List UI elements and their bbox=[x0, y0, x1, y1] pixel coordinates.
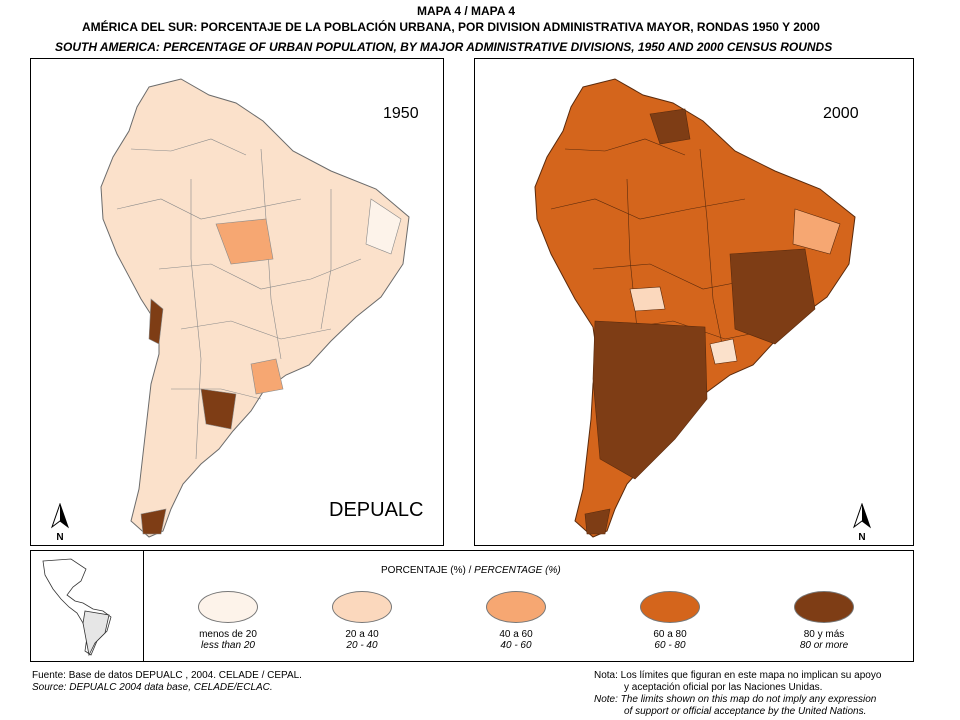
legend-item-20-40: 20 a 40 20 - 40 bbox=[307, 591, 417, 651]
highlight-regions-2000 bbox=[584, 108, 841, 535]
north-arrow-icon bbox=[50, 502, 70, 529]
americas-locator-icon bbox=[42, 558, 112, 657]
note-english-1: Note: The limits shown on this map do no… bbox=[594, 694, 877, 705]
legend-swatch bbox=[794, 591, 854, 623]
continent-shape-1950 bbox=[100, 78, 410, 538]
watermark: DEPUALC bbox=[327, 499, 426, 522]
note-english-2: of support or official acceptance by the… bbox=[624, 706, 867, 717]
legend-item-40-60: 40 a 60 40 - 60 bbox=[461, 591, 571, 651]
legend-label-es: 60 a 80 bbox=[653, 629, 687, 640]
legend-label-en: 80 or more bbox=[799, 640, 849, 651]
year-label-2000: 2000 bbox=[823, 105, 859, 122]
legend-swatch bbox=[332, 591, 392, 623]
north-arrow-label: N bbox=[858, 532, 866, 543]
legend-item-80plus: 80 y más 80 or more bbox=[769, 591, 879, 651]
legend-swatch bbox=[640, 591, 700, 623]
south-america-map-2000 bbox=[534, 78, 856, 538]
legend-item-60-80: 60 a 80 60 - 80 bbox=[615, 591, 725, 651]
legend-label-es: menos de 20 bbox=[199, 629, 257, 640]
south-america-map-1950 bbox=[100, 78, 410, 538]
highlight-regions-1950 bbox=[140, 198, 402, 535]
legend-label-en: less than 20 bbox=[201, 640, 255, 651]
legend-title: PORCENTAJE (%) / PERCENTAGE (%) bbox=[381, 565, 561, 576]
legend-swatch bbox=[198, 591, 258, 623]
disclaimer-note: Nota: Los límites que figuran en este ma… bbox=[594, 670, 881, 718]
north-arrow-icon bbox=[852, 502, 872, 529]
map-panel-2000: 2000 N bbox=[474, 58, 914, 546]
source-english: Source: DEPUALC 2004 data base, CELADE/E… bbox=[32, 682, 273, 693]
legend-label-en: 60 - 80 bbox=[654, 640, 686, 651]
source-note: Fuente: Base de datos DEPUALC , 2004. CE… bbox=[32, 670, 302, 694]
note-spanish-1: Nota: Los límites que figuran en este ma… bbox=[594, 670, 882, 681]
division-borders-1950 bbox=[116, 138, 362, 460]
legend-label-es: 40 a 60 bbox=[499, 629, 533, 640]
north-arrow-1950: N bbox=[49, 502, 71, 543]
north-arrow-label: N bbox=[56, 532, 64, 543]
locator-map bbox=[31, 551, 144, 661]
note-spanish-2: y aceptación oficial por las Naciones Un… bbox=[624, 682, 823, 693]
source-spanish: Fuente: Base de datos DEPUALC , 2004. CE… bbox=[32, 670, 302, 681]
legend-title-en: PERCENTAGE (%) bbox=[474, 565, 561, 576]
legend-title-es: PORCENTAJE (%) / bbox=[381, 565, 472, 576]
year-label-1950: 1950 bbox=[383, 105, 419, 122]
north-arrow-2000: N bbox=[851, 502, 873, 543]
legend-box: PORCENTAJE (%) / PERCENTAGE (%) menos de… bbox=[30, 550, 914, 662]
title-spanish: AMÉRICA DEL SUR: PORCENTAJE DE LA POBLAC… bbox=[82, 20, 820, 34]
legend-item-lt20: menos de 20 less than 20 bbox=[173, 591, 283, 651]
map-number: MAPA 4 / MAPA 4 bbox=[417, 4, 516, 18]
legend-swatch bbox=[486, 591, 546, 623]
legend-label-es: 20 a 40 bbox=[345, 629, 379, 640]
legend-label-en: 40 - 60 bbox=[500, 640, 532, 651]
legend-label-en: 20 - 40 bbox=[346, 640, 378, 651]
legend-label-es: 80 y más bbox=[803, 629, 845, 640]
title-english: SOUTH AMERICA: PERCENTAGE OF URBAN POPUL… bbox=[55, 40, 833, 54]
map-panel-1950: 1950 N DEPUALC bbox=[30, 58, 444, 546]
